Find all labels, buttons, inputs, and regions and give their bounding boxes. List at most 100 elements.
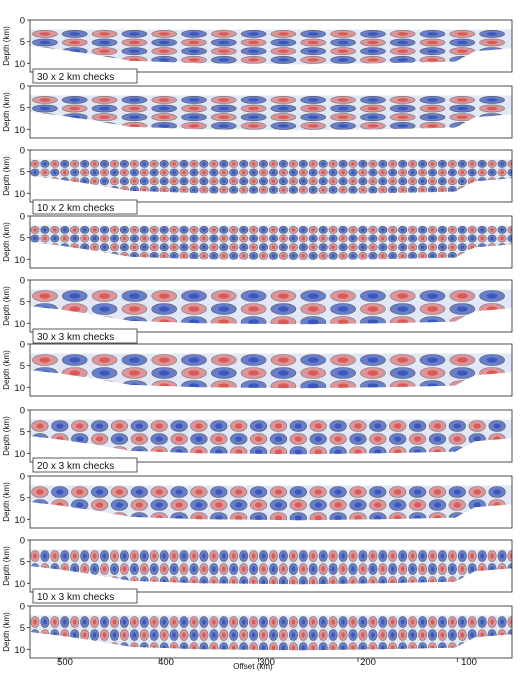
positive-anomaly [240, 270, 248, 277]
positive-anomaly [289, 261, 297, 268]
negative-anomaly [279, 195, 287, 202]
negative-anomaly [269, 590, 277, 601]
negative-anomaly [110, 270, 118, 277]
negative-anomaly [160, 603, 168, 614]
negative-anomaly [329, 270, 337, 277]
positive-anomaly [498, 270, 506, 277]
positive-anomaly [182, 394, 207, 405]
negative-anomaly [62, 407, 87, 418]
negative-anomaly [289, 656, 297, 667]
positive-anomaly [449, 316, 476, 325]
negative-anomaly [370, 473, 387, 484]
positive-anomaly [190, 195, 198, 202]
y-tick-label: 5 [20, 557, 25, 568]
panel-frame [29, 475, 513, 529]
negative-anomaly [249, 270, 257, 277]
y-tick-label: 10 [14, 255, 25, 266]
positive-anomaly [329, 603, 337, 614]
positive-anomaly [51, 603, 59, 614]
negative-anomaly [190, 204, 198, 211]
negative-anomaly [359, 195, 367, 202]
y-tick-label: 0 [20, 340, 25, 351]
positive-anomaly [41, 656, 49, 667]
negative-anomaly [191, 460, 208, 471]
positive-anomaly [497, 251, 507, 260]
negative-anomaly [122, 407, 147, 418]
positive-anomaly [32, 407, 57, 418]
positive-anomaly [428, 512, 447, 521]
positive-anomaly [170, 261, 178, 268]
positive-anomaly [130, 603, 138, 614]
negative-anomaly [211, 330, 236, 341]
positive-anomaly [480, 394, 505, 405]
positive-anomaly [329, 195, 337, 202]
negative-anomaly [389, 204, 397, 211]
positive-anomaly [92, 407, 117, 418]
negative-anomaly [152, 74, 177, 81]
positive-anomaly [448, 603, 456, 614]
positive-anomaly [450, 131, 475, 138]
positive-anomaly [359, 270, 367, 277]
positive-anomaly [331, 65, 356, 72]
positive-anomaly [80, 251, 90, 260]
negative-anomaly [271, 394, 296, 405]
y-tick-label: 0 [20, 82, 25, 93]
positive-anomaly [319, 270, 327, 277]
positive-anomaly [171, 526, 188, 537]
negative-anomaly [467, 185, 477, 194]
negative-anomaly [438, 195, 446, 202]
negative-anomaly [220, 261, 228, 268]
positive-anomaly [399, 656, 407, 667]
positive-anomaly [390, 65, 415, 72]
positive-anomaly [488, 603, 496, 614]
positive-anomaly [299, 204, 307, 211]
negative-anomaly [448, 590, 456, 601]
negative-anomaly [230, 460, 247, 471]
negative-anomaly [429, 526, 446, 537]
negative-anomaly [469, 460, 486, 471]
negative-anomaly [122, 131, 147, 138]
negative-anomaly [210, 590, 218, 601]
panel-frame [29, 149, 513, 203]
positive-anomaly [447, 642, 457, 651]
positive-anomaly [290, 526, 307, 537]
negative-anomaly [230, 204, 238, 211]
positive-anomaly [131, 526, 148, 537]
positive-anomaly [468, 512, 486, 521]
negative-anomaly [211, 140, 236, 147]
positive-anomaly [330, 526, 347, 537]
y-tick-label: 5 [20, 361, 25, 372]
negative-anomaly [390, 330, 415, 341]
negative-anomaly [379, 195, 387, 202]
negative-anomaly [220, 603, 228, 614]
negative-anomaly [450, 330, 475, 341]
negative-anomaly [151, 460, 168, 471]
negative-anomaly [477, 642, 487, 651]
positive-anomaly [339, 590, 347, 601]
y-tick-label: 5 [20, 103, 25, 114]
positive-anomaly [360, 394, 385, 405]
positive-anomaly [379, 656, 387, 667]
y-tick-label: 5 [20, 37, 25, 48]
negative-anomaly [180, 195, 188, 202]
group-label-text: 30 x 2 km checks [37, 72, 114, 83]
positive-anomaly [140, 204, 148, 211]
positive-anomaly [369, 669, 377, 675]
negative-anomaly [438, 603, 446, 614]
positive-anomaly [408, 195, 416, 202]
negative-anomaly [90, 270, 98, 277]
positive-anomaly [458, 270, 466, 277]
negative-anomaly [182, 65, 207, 72]
positive-anomaly [220, 656, 228, 667]
positive-anomaly [110, 446, 128, 455]
positive-anomaly [420, 74, 445, 81]
positive-anomaly [478, 270, 486, 277]
negative-anomaly [389, 270, 397, 277]
negative-anomaly [170, 590, 178, 601]
positive-anomaly [269, 261, 277, 268]
positive-anomaly [489, 460, 506, 471]
positive-anomaly [420, 394, 445, 405]
positive-anomaly [409, 526, 426, 537]
negative-anomaly [379, 669, 387, 675]
negative-anomaly [31, 270, 39, 277]
